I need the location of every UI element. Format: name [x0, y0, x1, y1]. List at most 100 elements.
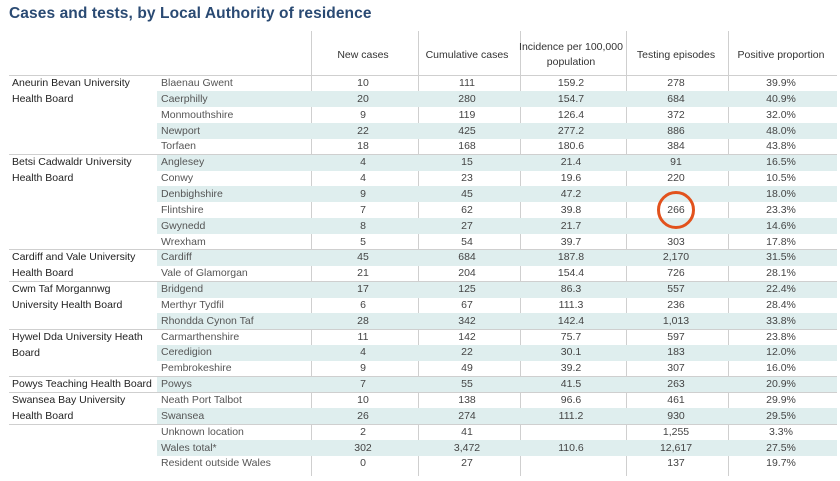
table-cell: 21.7	[560, 219, 582, 232]
table-cell: 684	[458, 251, 476, 264]
table-cell: 29.9%	[766, 394, 796, 406]
table-cell: 27.5%	[766, 441, 796, 454]
column-header: Positive proportion	[737, 48, 825, 61]
table-cell: 28.1%	[766, 267, 796, 280]
row-stripe	[157, 440, 837, 457]
table-cell: 16.5%	[766, 156, 796, 169]
local-authority-name: Resident outside Wales	[161, 457, 271, 470]
table-cell: 274	[458, 409, 476, 422]
table-cell: 119	[458, 108, 476, 121]
row-stripe	[157, 408, 837, 425]
table-cell: 3,472	[453, 441, 481, 454]
table-cell: 597	[667, 330, 685, 343]
local-authority-name: Powys	[161, 378, 192, 391]
local-authority-name: Denbighshire	[161, 187, 223, 200]
table-cell: 41.5	[560, 378, 582, 391]
row-stripe	[157, 249, 837, 266]
table-cell: 126.4	[557, 108, 585, 121]
table-cell: 9	[360, 187, 366, 200]
table-cell: 48.0%	[766, 124, 796, 137]
table-cell: 138	[458, 394, 476, 406]
table-cell: 180.6	[557, 140, 585, 153]
health-board-name: Powys Teaching Health Board	[12, 378, 152, 391]
table-cell	[531, 455, 611, 471]
table-cell: 7	[360, 203, 366, 216]
local-authority-name: Rhondda Cynon Taf	[161, 314, 254, 327]
table-cell: 4	[360, 156, 366, 169]
local-authority-name: Gwynedd	[161, 219, 206, 232]
row-stripe	[157, 91, 837, 108]
table-cell: 307	[667, 362, 685, 375]
table-cell: 2	[360, 425, 366, 438]
table-cell: 2,170	[662, 251, 690, 264]
table-cell: 91	[670, 156, 682, 169]
table-cell: 7	[360, 378, 366, 391]
table-cell: 30.1	[560, 346, 582, 359]
health-board-name: Aneurin Bevan University Health Board	[12, 77, 130, 105]
local-authority-name: Neath Port Talbot	[161, 394, 242, 406]
table-cell: 75.7	[560, 330, 582, 343]
table-cell: 41	[461, 425, 473, 438]
health-board-name: Hywel Dda University Heath Board	[12, 330, 143, 359]
health-board-name: Swansea Bay University Health Board	[12, 394, 126, 422]
table-cell: 8	[360, 219, 366, 232]
table-cell: 22.4%	[766, 283, 796, 296]
table-cell: 142	[458, 330, 476, 343]
table-cell: 27	[461, 219, 473, 232]
row-stripe	[157, 376, 837, 393]
local-authority-name: Ceredigion	[161, 346, 212, 359]
table-cell: 20.9%	[766, 378, 796, 391]
table-cell: 154.4	[557, 267, 585, 280]
table-cell: 39.2	[560, 362, 582, 375]
table-cell: 372	[667, 108, 685, 121]
table-cell: 14.6%	[766, 219, 796, 232]
table-cell: 47.2	[560, 187, 582, 200]
local-authority-name: Flintshire	[161, 203, 204, 216]
table-cell: 39.8	[560, 203, 582, 216]
table-cell: 886	[667, 124, 685, 137]
row-stripe	[157, 313, 837, 330]
health-board-name: Betsi Cadwaldr University Health Board	[12, 156, 132, 185]
table-cell: 86.3	[560, 283, 582, 296]
table-cell: 4	[360, 172, 366, 185]
table-cell: 29.5%	[766, 409, 796, 422]
row-stripe	[157, 281, 837, 298]
table-cell: 183	[667, 346, 685, 359]
table-cell: 96.6	[560, 394, 582, 406]
table-cell: 31.5%	[766, 251, 796, 264]
table-cell: 39.7	[560, 235, 582, 248]
table-cell: 111	[459, 77, 475, 89]
local-authority-name: Merthyr Tydfil	[161, 298, 224, 311]
local-authority-name: Swansea	[161, 409, 205, 422]
table-cell: 43.8%	[766, 140, 796, 153]
table-cell: 111.3	[558, 298, 584, 311]
table-cell: 9	[360, 362, 366, 375]
table-cell: 23.8%	[766, 330, 796, 343]
highlight-circle	[657, 190, 695, 229]
table-cell: 930	[667, 409, 685, 422]
health-board-name: Cwm Taf Morgannwg University Health Boar…	[12, 283, 123, 312]
table-cell: 236	[667, 298, 685, 311]
table-cell: 16.0%	[766, 362, 796, 375]
table-cell: 21	[357, 267, 369, 280]
row-stripe	[157, 123, 837, 140]
local-authority-name: Caerphilly	[161, 92, 208, 105]
table-cell: 28	[357, 314, 369, 327]
table-cell: 45	[461, 187, 473, 200]
table-cell: 32.0%	[766, 108, 796, 121]
table-cell: 342	[458, 314, 476, 327]
table-cell: 40.9%	[766, 92, 796, 105]
page-title: Cases and tests, by Local Authority of r…	[9, 5, 372, 22]
table-cell: 726	[667, 267, 685, 280]
table-cell: 28.4%	[766, 298, 796, 311]
table-cell: 425	[458, 124, 476, 137]
local-authority-name: Anglesey	[161, 156, 205, 169]
table-cell: 280	[458, 92, 476, 105]
table-cell: 12.0%	[766, 346, 796, 359]
table-cell: 684	[667, 92, 685, 105]
table-cell: 461	[667, 394, 685, 406]
table-cell: 10.5%	[766, 172, 796, 185]
table-cell: 302	[354, 441, 372, 454]
table-cell: 15	[461, 156, 473, 169]
table-cell: 19.6	[560, 172, 582, 185]
